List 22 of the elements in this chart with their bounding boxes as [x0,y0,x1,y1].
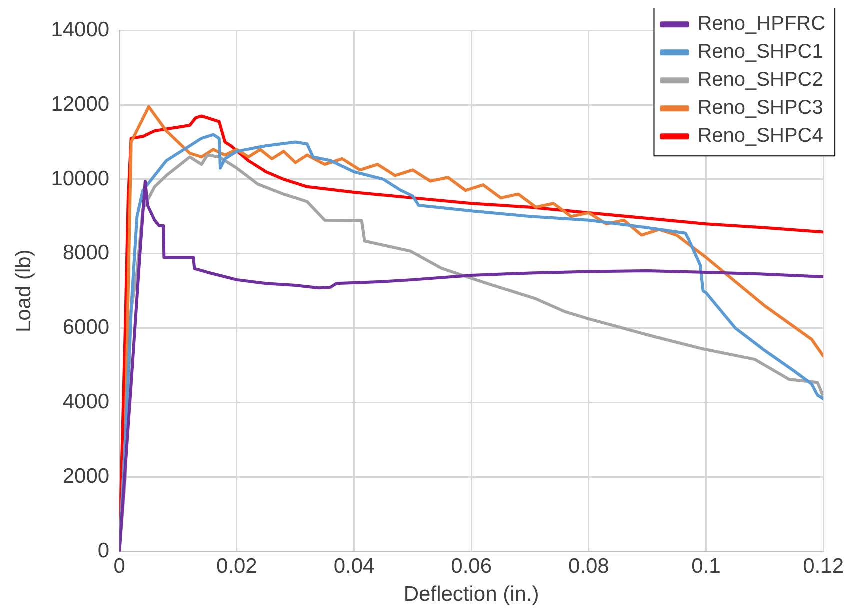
y-axis-title: Load (lb) [12,250,36,333]
y-tick-label: 14000 [51,18,110,42]
legend-label: Reno_SHPC1 [698,41,824,64]
y-tick-label: 8000 [62,242,110,265]
y-tick-label: 2000 [62,464,110,488]
legend-label: Reno_SHPC2 [698,69,824,92]
x-tick-label: 0.02 [216,554,258,578]
y-tick-label: 10000 [51,167,110,190]
y-tick-label: 4000 [62,390,110,414]
x-tick-label: 0 [114,554,126,578]
y-tick-label: 6000 [62,316,110,340]
legend-label: Reno_SHPC3 [698,97,824,120]
y-tick-label: 0 [98,539,110,562]
x-tick-label: 0.1 [692,554,721,578]
x-tick-label: 0.12 [803,554,844,578]
legend-label: Reno_SHPC4 [698,125,824,148]
y-tick-label: 12000 [51,92,110,116]
x-tick-label: 0.08 [568,554,610,578]
x-axis-title: Deflection (in.) [404,583,540,606]
legend-label: Reno_HPFRC [698,13,826,36]
x-tick-label: 0.04 [334,554,376,578]
x-tick-label: 0.06 [451,554,492,578]
